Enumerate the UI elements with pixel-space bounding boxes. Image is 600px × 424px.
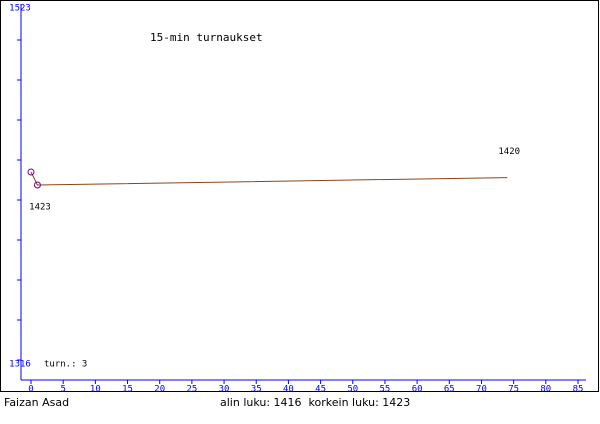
x-tick-label: 35: [251, 385, 262, 395]
x-tick-label: 60: [412, 385, 423, 395]
x-tick-label: 85: [573, 385, 584, 395]
y-tick-label: 1316: [9, 360, 31, 370]
x-tick-label: 45: [315, 385, 326, 395]
count-label: turn.: 3: [44, 360, 87, 370]
value-label: 1420: [498, 147, 520, 157]
y-tick-label: 1523: [9, 4, 31, 14]
x-tick-label: 25: [186, 385, 197, 395]
x-tick-label: 5: [60, 385, 65, 395]
point: [27, 168, 35, 176]
point: [33, 181, 41, 189]
line: [30, 171, 508, 186]
frame: [0, 0, 599, 392]
x-tick-label: 30: [219, 385, 230, 395]
x-tick-label: 75: [508, 385, 519, 395]
x-tick-label: 40: [283, 385, 294, 395]
x-tick-label: 10: [90, 385, 101, 395]
summary: alin luku: 1416 korkein luku: 1423: [220, 396, 410, 409]
x-tick-label: 80: [540, 385, 551, 395]
player-name: Faizan Asad: [4, 396, 69, 409]
x-tick-label: 0: [28, 385, 33, 395]
x-tick-label: 15: [122, 385, 133, 395]
x-tick-label: 50: [347, 385, 358, 395]
value-label: 1423: [29, 202, 51, 212]
x-tick-label: 20: [154, 385, 165, 395]
x-tick-label: 55: [380, 385, 391, 395]
x-tick-label: 65: [444, 385, 455, 395]
x-tick-label: 70: [476, 385, 487, 395]
chart-title: 15-min turnaukset: [150, 31, 263, 44]
